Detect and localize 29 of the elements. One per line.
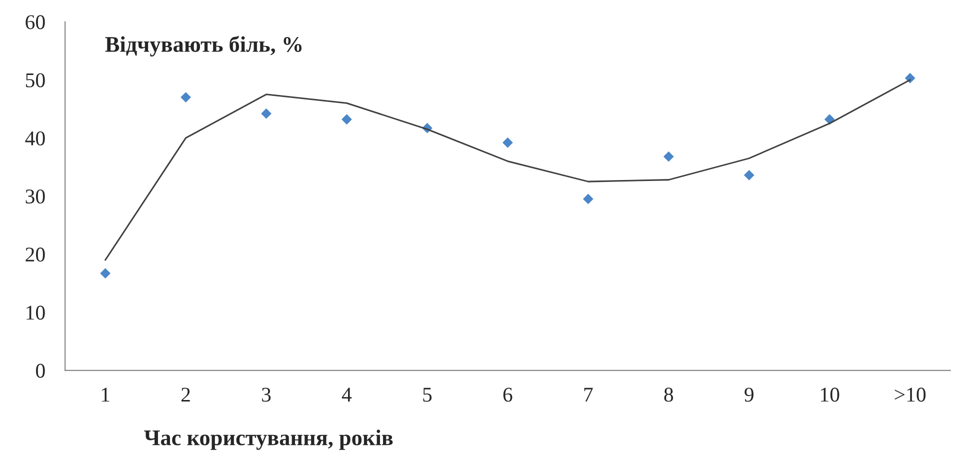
x-tick-label: 8 — [664, 388, 674, 402]
y-tick-label: 60 — [26, 15, 45, 30]
y-tick-label: 10 — [26, 306, 45, 320]
x-tick-label: 2 — [181, 388, 190, 402]
x-tick-label: 1 — [102, 388, 110, 402]
x-tick-label: 7 — [584, 388, 593, 402]
y-tick-label: 40 — [25, 131, 45, 146]
x-tick-label: 9 — [744, 388, 754, 402]
y-tick-label: 0 — [36, 364, 45, 378]
y-tick-label: 20 — [26, 248, 45, 262]
y-tick-label: 50 — [26, 73, 45, 88]
y-axis-title: Відчувають біль, % — [105, 36, 302, 57]
point — [261, 108, 272, 119]
x-tick-label: 10 — [821, 388, 840, 402]
x-tick-label: 6 — [503, 388, 512, 402]
x-tick-label: 4 — [342, 388, 352, 402]
point — [904, 72, 916, 84]
point — [502, 137, 513, 148]
point — [100, 268, 111, 279]
x-axis-title: Час користування, років — [144, 430, 393, 450]
point — [180, 92, 191, 102]
x-tick-label: >10 — [894, 388, 926, 402]
point — [582, 194, 594, 204]
y-tick-label: 30 — [26, 189, 45, 204]
point — [342, 114, 352, 125]
x-tick-label: 5 — [423, 388, 432, 402]
x-tick-label: 3 — [262, 388, 271, 402]
point — [663, 151, 674, 162]
point — [744, 170, 754, 180]
